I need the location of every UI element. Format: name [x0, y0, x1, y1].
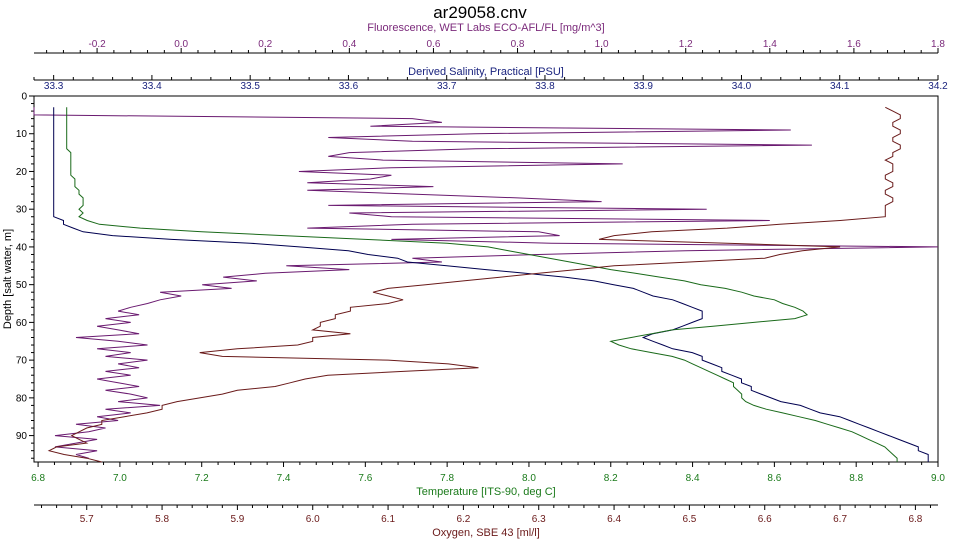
x-tick-label: 6.8 [31, 473, 45, 484]
x-tick-label: 1.6 [847, 39, 861, 50]
y-tick-label: 60 [16, 318, 28, 329]
x-tick-label: 0.0 [174, 39, 188, 50]
y-tick-label: 90 [16, 431, 28, 442]
x-tick-label: 6.2 [456, 514, 470, 525]
x-tick-label: 9.0 [931, 473, 945, 484]
x-tick-label: 6.3 [532, 514, 546, 525]
x-tick-label: 34.2 [928, 81, 948, 92]
x-axis-label: Fluorescence, WET Labs ECO-AFL/FL [mg/m^… [367, 22, 604, 34]
x-tick-label: 8.0 [522, 473, 536, 484]
x-tick-label: 8.8 [849, 473, 863, 484]
series-group [33, 106, 939, 463]
x-tick-label: 5.8 [155, 514, 169, 525]
x-tick-label: 6.7 [833, 514, 847, 525]
x-tick-label: 6.5 [682, 514, 696, 525]
x-tick-label: 33.7 [437, 81, 457, 92]
y-tick-label: 0 [21, 92, 27, 103]
x-axis-label: Derived Salinity, Practical [PSU] [408, 66, 564, 78]
axes-group: -0.2 0.0 0.2 0.4 0.6 0.8 1.0 1.2 1.4 1.6 1.8 Fluore… [2, 22, 948, 539]
x-tick-label: 7.0 [113, 473, 127, 484]
x-tick-label: 1.8 [931, 39, 945, 50]
y-tick-label: 80 [16, 393, 28, 404]
series-line-temp [66, 107, 898, 462]
series-line-fluor [33, 107, 939, 459]
x-tick-label: 0.8 [511, 39, 525, 50]
x-tick-label: 8.4 [686, 473, 700, 484]
x-tick-label: 6.8 [908, 514, 922, 525]
x-tick-label: 0.6 [426, 39, 440, 50]
x-tick-label: 34.1 [830, 81, 850, 92]
x-tick-label: 33.6 [339, 81, 359, 92]
x-tick-label: 33.8 [535, 81, 555, 92]
y-tick-label: 10 [16, 129, 28, 140]
plot-area [33, 95, 939, 463]
x-tick-label: 33.9 [633, 81, 653, 92]
y-tick-label: 20 [16, 167, 28, 178]
x-tick-label: 5.9 [230, 514, 244, 525]
x-tick-label: 1.0 [595, 39, 609, 50]
x-tick-label: 33.4 [142, 81, 162, 92]
series-line-oxy [47, 106, 901, 463]
x-tick-label: 6.6 [758, 514, 772, 525]
x-tick-label: 6.1 [381, 514, 395, 525]
x-tick-label: 7.4 [277, 473, 291, 484]
x-tick-label: 5.7 [80, 514, 94, 525]
x-tick-label: 0.4 [342, 39, 356, 50]
y-tick-label: 70 [16, 356, 28, 367]
x-tick-label: 6.0 [306, 514, 320, 525]
x-tick-label: 33.5 [240, 81, 260, 92]
x-tick-label: 34.0 [732, 81, 752, 92]
x-axis-label: Temperature [ITS-90, deg C] [416, 486, 555, 498]
y-tick-label: 40 [16, 242, 28, 253]
x-tick-label: 7.8 [440, 473, 454, 484]
x-tick-label: 1.2 [679, 39, 693, 50]
y-tick-label: 50 [16, 280, 28, 291]
x-tick-label: 33.3 [44, 81, 64, 92]
y-tick-label: 30 [16, 205, 28, 216]
x-axis-label: Oxygen, SBE 43 [ml/l] [432, 527, 540, 539]
x-tick-label: 6.4 [607, 514, 621, 525]
series-line-sal [53, 107, 929, 462]
x-tick-label: 1.4 [763, 39, 777, 50]
x-tick-label: 7.6 [358, 473, 372, 484]
x-tick-label: 8.2 [604, 473, 618, 484]
x-tick-label: 8.6 [767, 473, 781, 484]
x-tick-label: 7.2 [195, 473, 209, 484]
y-axis-label: Depth [salt water, m] [2, 229, 14, 329]
x-tick-label: 0.2 [258, 39, 272, 50]
chart-title: ar29058.cnv [433, 3, 527, 22]
x-tick-label: -0.2 [88, 39, 106, 50]
